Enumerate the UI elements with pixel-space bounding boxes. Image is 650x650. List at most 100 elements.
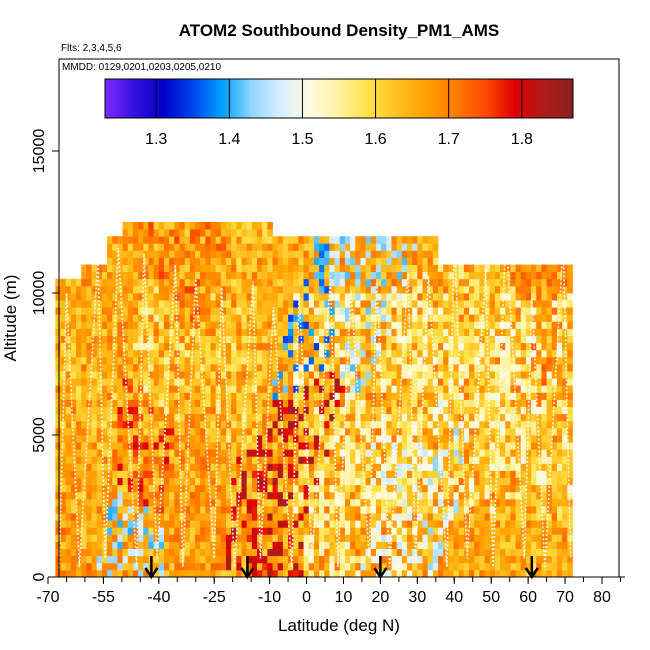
heatmap-cell	[562, 463, 568, 471]
heatmap-cell	[313, 385, 320, 393]
heatmap-cell	[443, 264, 449, 273]
heatmap-cell	[489, 285, 496, 294]
heatmap-cell	[179, 427, 186, 436]
heatmap-cell	[158, 342, 165, 351]
heatmap-cell	[391, 548, 398, 557]
heatmap-cell	[70, 278, 77, 287]
heatmap-cell	[81, 349, 87, 358]
heatmap-cell	[65, 427, 72, 436]
heatmap-cell	[91, 548, 98, 557]
heatmap-cell	[205, 520, 211, 528]
heatmap-cell	[148, 399, 155, 407]
heatmap-cell	[375, 406, 382, 415]
heatmap-cell	[143, 349, 149, 358]
heatmap-cell	[324, 356, 330, 365]
heatmap-cell	[463, 307, 470, 315]
heatmap-cell	[132, 342, 139, 351]
heatmap-cell	[76, 477, 82, 486]
heatmap-cell	[329, 392, 335, 400]
heatmap-cell	[298, 385, 304, 393]
heatmap-cell	[220, 229, 227, 237]
x-axis: -70 -55 -40 -25 -10 0 10 20 30 40 50 60 70 80	[36, 576, 625, 606]
heatmap-cell	[241, 222, 248, 230]
heatmap-cell	[257, 456, 263, 464]
heatmap-cell	[226, 491, 232, 500]
heatmap-cell	[308, 271, 315, 280]
heatmap-cell	[184, 406, 191, 415]
heatmap-cell	[122, 264, 129, 273]
heatmap-cell	[246, 300, 253, 308]
heatmap-cell	[101, 356, 108, 365]
heatmap-cell	[469, 264, 475, 273]
heatmap-cell	[205, 342, 211, 351]
heatmap-cell	[236, 257, 242, 265]
heatmap-cell	[236, 293, 242, 301]
heatmap-cell	[406, 477, 413, 486]
heatmap-cell	[422, 435, 429, 443]
heatmap-cell	[226, 470, 232, 478]
heatmap-cell	[200, 250, 206, 258]
heatmap-cell	[484, 491, 491, 500]
heatmap-cell	[60, 300, 67, 308]
heatmap-cell	[200, 264, 206, 273]
heatmap-cell	[556, 420, 563, 429]
heatmap-cell	[122, 435, 129, 443]
heatmap-cell	[350, 378, 356, 386]
heatmap-cell	[277, 335, 284, 344]
heatmap-cell	[138, 520, 144, 528]
heatmap-cell	[81, 321, 87, 329]
heatmap-cell	[546, 534, 553, 542]
heatmap-cell	[412, 513, 418, 521]
heatmap-cell	[169, 527, 175, 535]
heatmap-cell	[200, 548, 206, 557]
heatmap-cell	[401, 356, 408, 365]
heatmap-cell	[556, 328, 563, 336]
heatmap-cell	[153, 420, 160, 429]
heatmap-cell	[96, 399, 103, 407]
heatmap-cell	[484, 271, 491, 280]
heatmap-cell	[138, 569, 144, 578]
heatmap-cell	[288, 307, 294, 315]
heatmap-cell	[210, 314, 217, 322]
heatmap-cell	[500, 477, 506, 486]
heatmap-cell	[194, 548, 201, 557]
heatmap-cell	[117, 513, 123, 521]
heatmap-cell	[189, 420, 196, 429]
heatmap-cell	[432, 300, 439, 308]
heatmap-cell	[76, 449, 82, 457]
heatmap-cell	[381, 307, 387, 315]
heatmap-cell	[194, 513, 201, 521]
heatmap-cell	[536, 541, 542, 549]
heatmap-cell	[396, 456, 403, 464]
heatmap-cell	[463, 555, 470, 564]
heatmap-cell	[525, 285, 532, 294]
heatmap-cell	[132, 406, 139, 415]
heatmap-cell	[143, 527, 149, 535]
heatmap-cell	[298, 356, 304, 365]
heatmap-cell	[546, 520, 553, 528]
heatmap-cell	[251, 449, 258, 457]
heatmap-cell	[220, 435, 227, 443]
heatmap-cell	[344, 236, 351, 244]
heatmap-cell	[474, 349, 480, 358]
heatmap-cell	[86, 456, 92, 464]
heatmap-cell	[153, 569, 160, 578]
heatmap-cell	[277, 236, 284, 244]
heatmap-cell	[438, 285, 444, 294]
heatmap-cell	[194, 555, 201, 564]
heatmap-cell	[101, 555, 108, 564]
heatmap-cell	[184, 356, 191, 365]
heatmap-cell	[272, 385, 279, 393]
heatmap-cell	[458, 349, 465, 358]
heatmap-cell	[210, 484, 217, 493]
heatmap-cell	[55, 399, 61, 407]
heatmap-cell	[463, 484, 470, 493]
heatmap-cell	[375, 364, 382, 372]
heatmap-cell	[474, 371, 480, 379]
heatmap-cell	[546, 442, 553, 450]
heatmap-cell	[96, 541, 103, 549]
heatmap-cell	[494, 534, 501, 542]
heatmap-cell	[479, 569, 485, 578]
heatmap-cell	[567, 470, 573, 478]
heatmap-cell	[277, 470, 284, 478]
